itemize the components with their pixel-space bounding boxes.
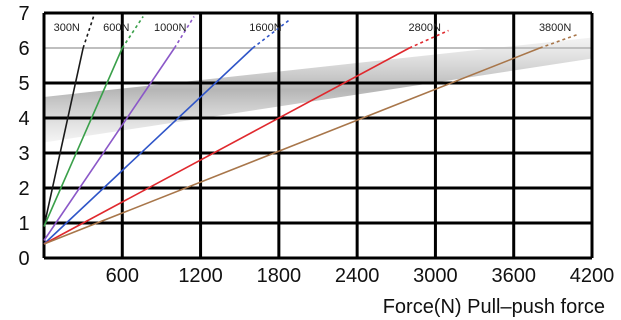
series-lines — [43, 16, 580, 245]
y-tick-label: 3 — [18, 143, 29, 165]
gray-band-area — [44, 37, 592, 143]
series-line — [43, 47, 124, 227]
y-tick-label: 6 — [18, 38, 29, 60]
x-tick-label: 3000 — [413, 265, 458, 287]
series-line-extension — [173, 16, 195, 49]
series-label: 3800N — [539, 22, 571, 34]
series-label: 300N — [54, 22, 80, 34]
x-tick-label: 4200 — [570, 265, 615, 287]
series-line — [43, 47, 84, 227]
series-label: 2800N — [408, 22, 440, 34]
x-tick-label: 2400 — [335, 265, 380, 287]
series-line — [43, 47, 541, 245]
x-tick-label: 1200 — [178, 265, 223, 287]
series-line — [43, 47, 410, 245]
y-tick-label: 0 — [18, 248, 29, 270]
tick-labels: 0 1 2 3 4 5 6 7 600 1200 1800 2400 3000 3600 4200 — [18, 3, 614, 287]
gray-band — [44, 37, 592, 143]
series-line — [43, 47, 176, 241]
series-line-extension — [252, 19, 290, 49]
series-line-extension — [121, 16, 144, 49]
y-tick-label: 5 — [18, 73, 29, 95]
series-labels: 300N 600N 1000N 1600N 2800N 3800N — [54, 22, 572, 34]
x-tick-label: 1800 — [257, 265, 302, 287]
y-tick-label: 7 — [18, 3, 29, 25]
series-line-extension — [539, 33, 580, 49]
series-label: 1000N — [154, 22, 186, 34]
series-line — [43, 47, 254, 245]
series-line-extension — [82, 16, 95, 49]
series-label: 600N — [103, 22, 129, 34]
series-line-extension — [409, 29, 449, 49]
series-label: 1600N — [249, 22, 281, 34]
y-tick-label: 4 — [18, 108, 29, 130]
x-tick-label: 3600 — [491, 265, 536, 287]
x-axis-title: Force(N) Pull–push force — [383, 296, 605, 318]
y-tick-label: 2 — [18, 178, 29, 200]
x-tick-label: 600 — [106, 265, 139, 287]
y-tick-label: 1 — [18, 213, 29, 235]
grid — [42, 11, 594, 260]
